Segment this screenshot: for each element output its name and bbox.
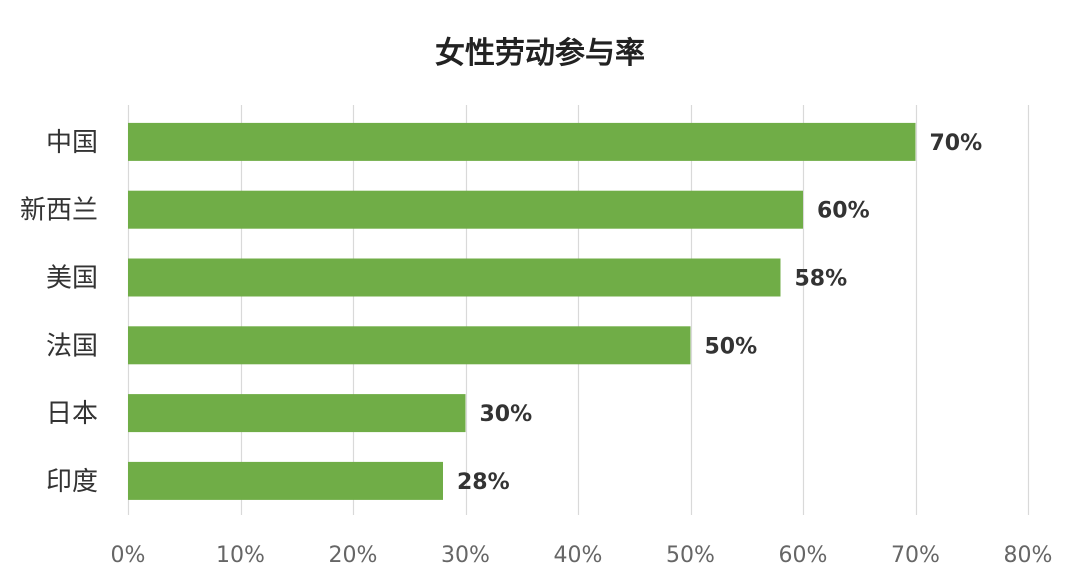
x-tick-label: 80%: [1004, 543, 1053, 568]
data-label: 30%: [480, 402, 533, 427]
bar: [128, 258, 781, 297]
bar: [128, 394, 466, 433]
category-label: 法国: [46, 331, 98, 361]
data-label: 60%: [817, 199, 870, 224]
category-label: 日本: [46, 399, 98, 429]
bar: [128, 190, 803, 229]
category-label: 新西兰: [20, 196, 98, 226]
data-label: 50%: [705, 334, 758, 359]
category-label: 中国: [46, 128, 98, 158]
bar: [128, 461, 443, 500]
x-tick-label: 0%: [111, 543, 146, 568]
category-label: 印度: [46, 467, 98, 497]
bar: [128, 122, 916, 161]
labels: 0% 10% 20% 30% 40% 50% 60% 70% 80% 中国 70% 新西兰 60% 美国 5…: [20, 128, 1052, 568]
data-label: 70%: [930, 131, 983, 156]
category-label: 美国: [46, 264, 98, 294]
x-tick-label: 50%: [666, 543, 715, 568]
bar: [128, 326, 691, 365]
data-label: 28%: [457, 470, 510, 495]
gridlines: [127, 105, 1030, 515]
data-label: 58%: [795, 267, 848, 292]
x-tick-label: 10%: [216, 543, 265, 568]
x-tick-label: 60%: [779, 543, 828, 568]
x-tick-label: 20%: [329, 543, 378, 568]
x-tick-label: 30%: [441, 543, 490, 568]
chart-title: 女性劳动参与率: [435, 36, 645, 71]
bars: [128, 122, 916, 500]
x-tick-label: 70%: [891, 543, 940, 568]
x-tick-label: 40%: [554, 543, 603, 568]
